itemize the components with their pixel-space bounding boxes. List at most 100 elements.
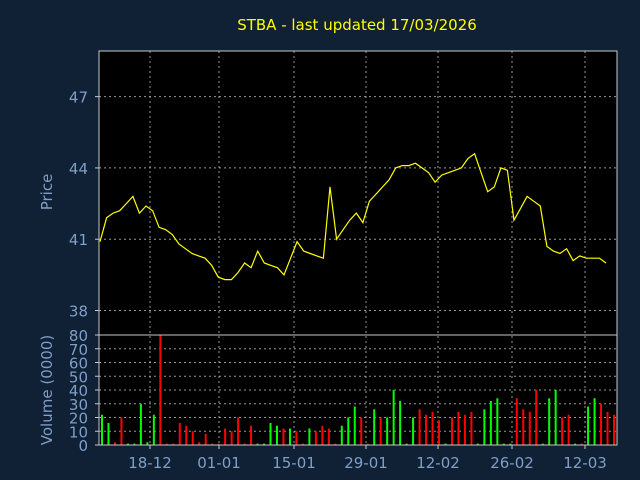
volume-bar [301,443,304,445]
volume-bar [470,412,473,445]
volume-bar [522,409,525,445]
volume-bar [405,443,408,445]
volume-bar [489,401,492,445]
x-tick-label: 12-03 [563,454,607,472]
volume-bar [399,401,402,445]
volume-bar [476,443,479,445]
x-tick-label: 15-01 [272,454,316,472]
volume-bar [502,443,505,445]
volume-bar [580,443,583,445]
chart-title: STBA - last updated 17/03/2026 [237,16,477,34]
volume-bar [457,412,460,445]
volume-tick-label: 20 [69,410,88,428]
volume-bar [418,409,421,445]
volume-bar [250,425,253,445]
volume-bar [269,423,272,445]
volume-bar [101,414,103,445]
volume-bar [548,398,551,445]
volume-bar [373,409,376,445]
volume-bar [159,335,162,445]
volume-bar [613,414,615,445]
volume-bar [243,443,246,445]
volume-bar [120,417,123,445]
volume-bar [444,443,447,445]
volume-bar [360,417,363,445]
volume-bar [308,428,311,445]
volume-bar [146,442,149,445]
volume-bar [126,443,129,445]
volume-bar [574,443,577,445]
volume-bar [463,414,466,445]
x-tick-label: 18-12 [128,454,172,472]
volume-bar [347,417,350,445]
volume-bar [587,406,590,445]
volume-bar [133,443,136,445]
price-line [99,152,607,281]
volume-bar [217,443,220,445]
price-tick-label: 47 [69,89,88,107]
volume-tick-label: 0 [78,437,88,455]
volume-bar [392,390,395,445]
volume-bar [321,425,324,445]
volume-bar [165,443,168,445]
price-tick-label: 41 [69,231,88,249]
volume-tick-label: 30 [69,396,88,414]
volume-bar [224,428,227,445]
volume-bar [438,420,441,445]
volume-bar [340,425,343,445]
volume-tick-label: 50 [69,368,88,386]
volume-bar [191,431,194,445]
volume-bar [237,417,240,445]
volume-plot-frame [98,334,618,446]
volume-bar [600,403,603,445]
x-tick-label: 01-01 [197,454,241,472]
volume-bar [295,431,298,445]
price-plot-area [99,51,617,335]
volume-bar [198,442,201,445]
volume-bar [113,442,116,445]
volume-bar [353,406,356,445]
volume-bar [211,443,214,445]
volume-bar [535,390,538,445]
volume-bar [450,417,453,445]
volume-tick-label: 70 [69,341,88,359]
volume-bar [139,403,142,445]
volume-bar [275,425,278,445]
volume-bar [606,412,609,445]
volume-bar [554,390,557,445]
volume-tick-label: 40 [69,382,88,400]
volume-bar [334,443,337,445]
volume-bar [107,423,110,445]
volume-axis-label: Volume (0000) [38,335,56,445]
volume-bar [366,443,369,445]
volume-bar [431,412,434,445]
volume-bar [567,414,570,445]
volume-bar [496,398,499,445]
volume-bar [541,443,544,445]
price-axis-label: Price [38,174,56,211]
volume-bar [509,443,512,445]
volume-bar [230,431,233,445]
price-tick-label: 38 [69,303,88,321]
volume-bar [528,412,531,445]
volume-tick-label: 60 [69,355,88,373]
volume-bar [386,417,389,445]
x-tick-label: 12-02 [416,454,460,472]
volume-tick-label: 10 [69,423,88,441]
volume-tick-label: 80 [69,327,88,345]
volume-bar [314,431,317,445]
volume-bar [379,417,382,445]
volume-bar [152,414,155,445]
volume-bar [263,443,266,445]
price-tick-label: 44 [69,160,88,178]
volume-bar [178,423,181,445]
volume-bar [561,417,564,445]
volume-bar [327,428,330,445]
x-tick-label: 26-02 [490,454,534,472]
volume-bar [172,443,175,445]
volume-bar [425,414,428,445]
volume-bar [483,409,486,445]
volume-bar [204,434,207,445]
